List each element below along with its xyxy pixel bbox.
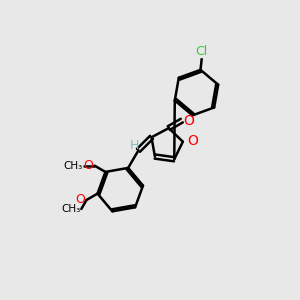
Text: H: H — [130, 139, 139, 152]
Text: O: O — [187, 134, 198, 148]
Text: O: O — [83, 159, 93, 172]
Text: O: O — [76, 194, 85, 206]
Text: Cl: Cl — [196, 45, 208, 58]
Text: O: O — [184, 114, 194, 128]
Text: CH₃: CH₃ — [61, 204, 80, 214]
Text: CH₃: CH₃ — [64, 160, 83, 171]
